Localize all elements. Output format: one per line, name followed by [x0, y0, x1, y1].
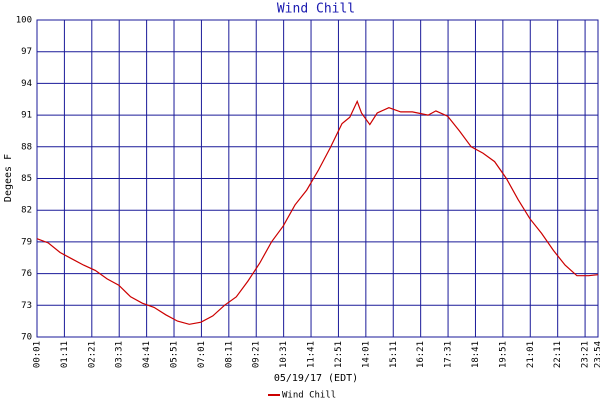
x-tick-label: 19:51: [498, 341, 508, 368]
x-tick-label: 17:31: [444, 341, 454, 368]
x-tick-label: 09:21: [252, 341, 262, 368]
y-tick-label: 97: [21, 47, 32, 57]
x-tick-label: 04:41: [142, 341, 152, 368]
chart-title: Wind Chill: [277, 2, 355, 17]
x-tick-label: 01:11: [60, 341, 70, 368]
x-tick-label: 15:11: [389, 341, 399, 368]
x-tick-label: 07:01: [197, 341, 207, 368]
y-tick-label: 91: [21, 111, 32, 121]
x-tick-label: 08:11: [224, 341, 234, 368]
y-tick-label: 82: [21, 206, 32, 216]
x-tick-label: 22:11: [553, 341, 563, 368]
x-tick-label: 21:01: [526, 341, 536, 368]
x-tick-label: 05:51: [170, 341, 180, 368]
x-tick-label: 10:31: [279, 341, 289, 368]
x-tick-label: 03:31: [115, 341, 125, 368]
y-tick-label: 100: [16, 16, 32, 26]
x-tick-label: 00:01: [33, 341, 43, 368]
y-tick-label: 94: [21, 79, 32, 89]
y-tick-label: 73: [21, 301, 32, 311]
x-tick-label: 12:51: [334, 341, 344, 368]
x-tick-label: 23:54: [594, 341, 600, 368]
y-tick-label: 76: [21, 269, 32, 279]
y-tick-label: 88: [21, 142, 32, 152]
x-tick-label: 02:21: [87, 341, 97, 368]
y-tick-label: 79: [21, 237, 32, 247]
data-line: [36, 99, 599, 325]
y-tick-label: 85: [21, 174, 32, 184]
x-tick-label: 16:21: [416, 341, 426, 368]
x-axis-label: 05/19/17 (EDT): [274, 373, 358, 384]
x-tick-label: 18:41: [471, 341, 481, 368]
x-tick-label: 23:21: [581, 341, 591, 368]
x-tick-label: 14:01: [361, 341, 371, 368]
y-tick-label: 70: [21, 333, 32, 343]
y-axis-label: Degees F: [3, 154, 14, 202]
legend-label: Wind Chill: [282, 391, 336, 400]
x-tick-label: 11:41: [307, 341, 317, 368]
